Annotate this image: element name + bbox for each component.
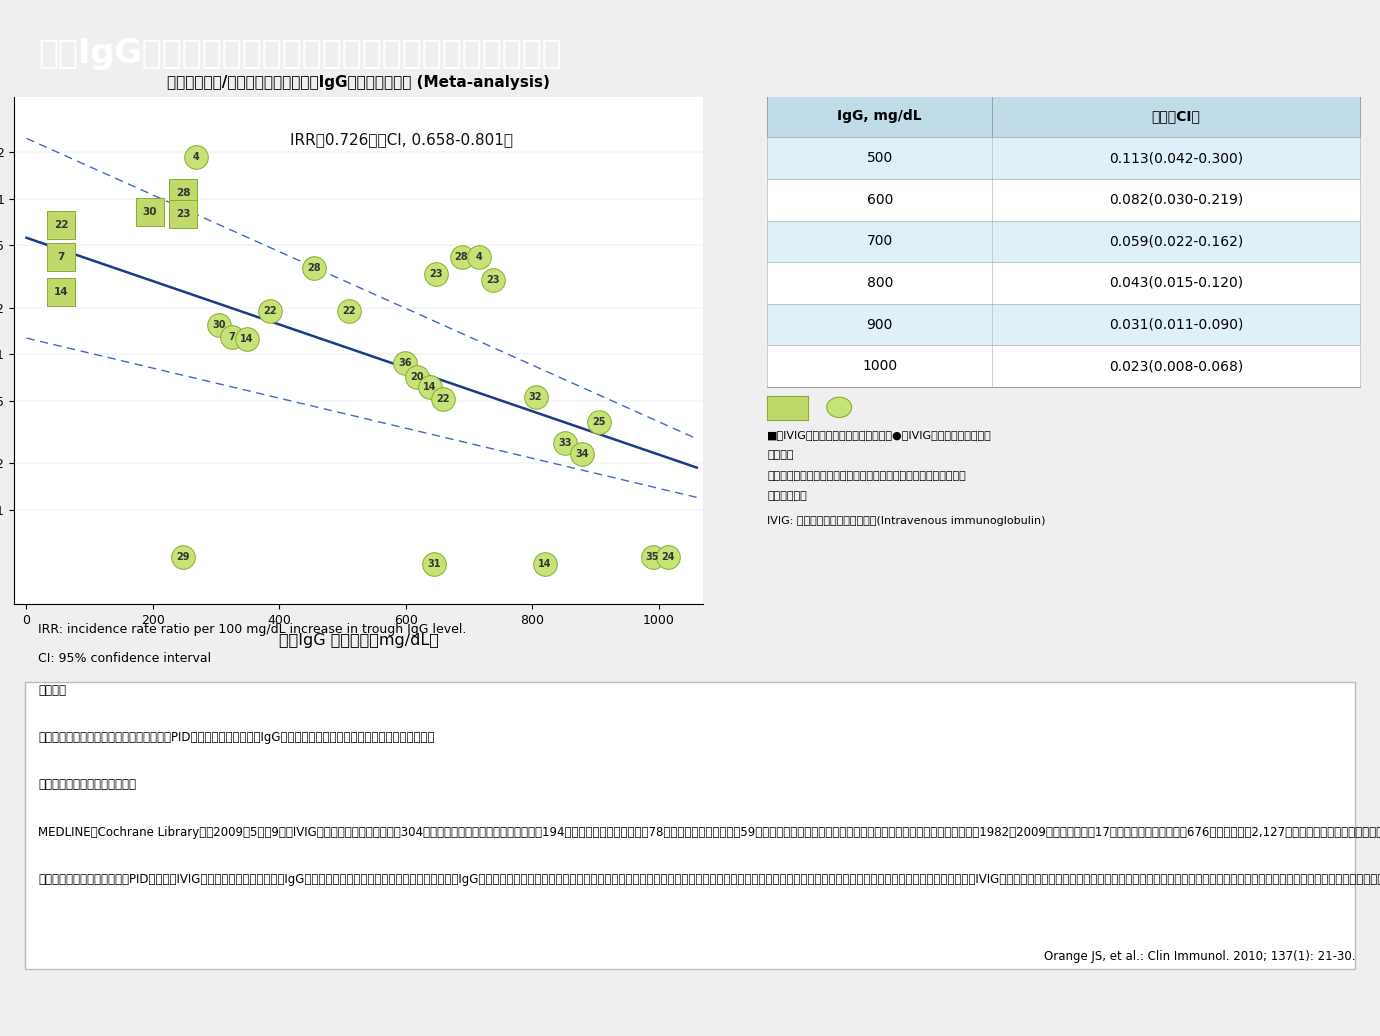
- Text: 32: 32: [529, 393, 542, 402]
- FancyBboxPatch shape: [25, 683, 1355, 969]
- Text: 14: 14: [538, 559, 552, 570]
- Text: 1000: 1000: [862, 359, 897, 373]
- FancyBboxPatch shape: [767, 345, 1359, 387]
- Text: 4: 4: [475, 253, 482, 262]
- Ellipse shape: [827, 397, 851, 418]
- Text: 33: 33: [559, 438, 573, 449]
- Text: 500: 500: [867, 151, 893, 165]
- Text: 0.059(0.022-0.162): 0.059(0.022-0.162): [1110, 234, 1243, 249]
- Text: 22: 22: [436, 394, 450, 404]
- FancyBboxPatch shape: [767, 137, 1359, 179]
- Text: ■はIVIG療法開始前の観測値を示し、●はIVIG療法開始後の観測値: ■はIVIG療法開始前の観測値を示し、●はIVIG療法開始後の観測値: [767, 430, 992, 440]
- Text: 22: 22: [264, 306, 276, 316]
- Text: 20: 20: [410, 372, 424, 381]
- Text: 35: 35: [646, 552, 660, 563]
- Text: 0.113(0.042-0.300): 0.113(0.042-0.300): [1110, 151, 1243, 165]
- Text: を示す。: を示す。: [767, 451, 794, 460]
- Text: 600: 600: [867, 193, 893, 207]
- Text: 800: 800: [867, 276, 893, 290]
- Text: 0.031(0.011-0.090): 0.031(0.011-0.090): [1108, 318, 1243, 332]
- FancyBboxPatch shape: [767, 221, 1359, 262]
- FancyBboxPatch shape: [767, 262, 1359, 304]
- Text: 血清IgGトラフ値と肺炎発症頻度の関係（海外データ）: 血清IgGトラフ値と肺炎発症頻度の関係（海外データ）: [39, 37, 562, 70]
- Text: 23: 23: [177, 208, 190, 219]
- FancyBboxPatch shape: [767, 95, 1359, 137]
- Text: CI: 95% confidence interval: CI: 95% confidence interval: [39, 652, 211, 665]
- Text: 研究報告は、抗体欠損を伴うPIDに対するIVIG療法を受けた患者についてIgGレベルに関連した肺炎発生率データを選択した。IgGサブクラス欠損症や特異抗体欠損症: 研究報告は、抗体欠損を伴うPIDに対するIVIG療法を受けた患者についてIgGレ…: [39, 873, 1380, 886]
- Text: 14: 14: [424, 382, 436, 392]
- Text: 28: 28: [177, 189, 190, 198]
- Text: 24: 24: [661, 552, 675, 563]
- Text: 0.023(0.008-0.068): 0.023(0.008-0.068): [1110, 359, 1243, 373]
- Text: 30: 30: [142, 207, 157, 217]
- Text: 900: 900: [867, 318, 893, 332]
- Text: 25: 25: [592, 416, 606, 427]
- Text: 28: 28: [308, 263, 322, 272]
- Text: IRR: incidence rate ratio per 100 mg/dL increase in trough IgG level.: IRR: incidence rate ratio per 100 mg/dL …: [39, 623, 466, 636]
- Text: 30: 30: [213, 320, 226, 329]
- Text: 23: 23: [486, 276, 500, 285]
- Text: Orange JS, et al.: Clin Immunol. 2010; 137(1): 21-30.: Orange JS, et al.: Clin Immunol. 2010; 1…: [1043, 950, 1355, 962]
- Text: 36: 36: [397, 358, 411, 368]
- Text: 4: 4: [193, 152, 199, 162]
- Text: 7: 7: [229, 332, 236, 342]
- Text: 23: 23: [429, 268, 443, 279]
- Text: 14: 14: [54, 287, 69, 297]
- Text: IgG, mg/dL: IgG, mg/dL: [838, 110, 922, 123]
- Text: IRR＝0.726　（CI, 0.658-0.801）: IRR＝0.726 （CI, 0.658-0.801）: [290, 133, 512, 147]
- Text: 【研究報告の抄出・選択方法】: 【研究報告の抄出・選択方法】: [39, 778, 137, 792]
- Text: 実線はマルチレベルモデルの予測値を示し、破線はメタ回帰の信頼: 実線はマルチレベルモデルの予測値を示し、破線はメタ回帰の信頼: [767, 470, 966, 481]
- Text: 31: 31: [428, 559, 442, 570]
- Text: 0.043(0.015-0.120): 0.043(0.015-0.120): [1110, 276, 1243, 290]
- Text: MEDLINEとCochrane Libraryから2009年5月～9月にIVIGなどの検索ワードを用いて304件の研究報告が抄出された。そのうち194件が詳細: MEDLINEとCochrane Libraryから2009年5月～9月にIVI…: [39, 826, 1380, 838]
- X-axis label: 血清IgG トラフ値（mg/dL）: 血清IgG トラフ値（mg/dL）: [279, 633, 439, 648]
- Text: 【目的】: 【目的】: [39, 684, 66, 697]
- Text: 7: 7: [58, 253, 65, 262]
- Text: メタアナリシスにより原発性免疫不全症（PID）の患者における血清IgG値増加と関連する肺炎発生率の関係を実証する。: メタアナリシスにより原発性免疫不全症（PID）の患者における血清IgG値増加と関…: [39, 731, 435, 744]
- Text: 28: 28: [455, 253, 468, 262]
- Text: 34: 34: [575, 449, 588, 459]
- Text: 頻度（CI）: 頻度（CI）: [1151, 110, 1201, 123]
- Text: 700: 700: [867, 234, 893, 249]
- Text: 22: 22: [54, 220, 69, 230]
- Text: 区間を示す。: 区間を示す。: [767, 491, 807, 501]
- Bar: [767, 396, 809, 420]
- Text: 14: 14: [240, 335, 254, 344]
- Title: 肺炎発症頻度/患者・年に対する血清IgGトラフ値の影響 (Meta-analysis): 肺炎発症頻度/患者・年に対する血清IgGトラフ値の影響 (Meta-analys…: [167, 75, 549, 90]
- FancyBboxPatch shape: [767, 304, 1359, 345]
- FancyBboxPatch shape: [767, 179, 1359, 221]
- Text: 0.082(0.030-0.219): 0.082(0.030-0.219): [1110, 193, 1243, 207]
- Text: 22: 22: [342, 306, 356, 316]
- Text: 29: 29: [177, 552, 190, 563]
- Text: IVIG: 静注用ヒト免疫グロブリン(Intravenous immunoglobulin): IVIG: 静注用ヒト免疫グロブリン(Intravenous immunoglo…: [767, 517, 1046, 526]
